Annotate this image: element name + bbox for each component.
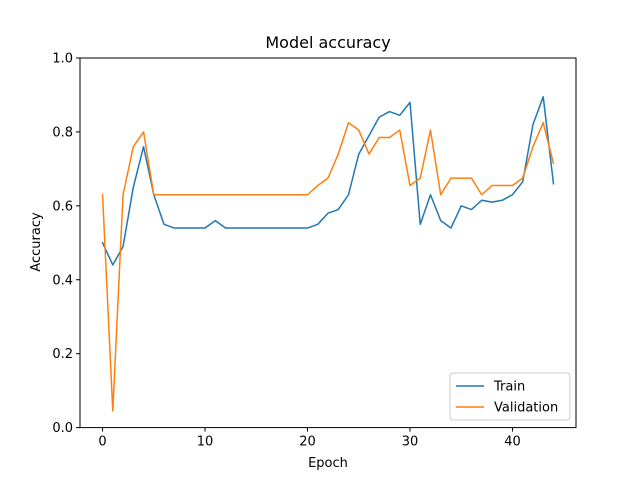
plot-frame	[79, 57, 577, 429]
series-line-validation	[101, 121, 555, 412]
x-tick-label: 20	[299, 435, 316, 450]
y-tick-label: 0.2	[52, 347, 73, 362]
x-tick-label: 0	[98, 435, 106, 450]
legend-label-train: Train	[493, 380, 525, 395]
legend-box	[449, 372, 571, 421]
y-tick-label: 0.0	[52, 421, 73, 436]
y-axis-label: Accuracy	[29, 212, 44, 272]
x-axis-label: Epoch	[308, 456, 348, 471]
y-tick-label: 0.4	[52, 273, 73, 288]
legend-label-validation: Validation	[494, 401, 558, 416]
y-tick-label: 0.6	[52, 199, 73, 214]
legend: Train Validation	[449, 372, 571, 421]
series-line-train	[101, 96, 555, 266]
chart-title: Model accuracy	[265, 33, 390, 52]
x-tick-label: 40	[504, 435, 521, 450]
x-tick-label: 10	[197, 435, 214, 450]
y-tick-label: 0.8	[52, 125, 73, 140]
series-lines	[101, 96, 555, 412]
y-tick-label: 1.0	[52, 52, 73, 67]
axis-ticks: 0 10 20 30 40 0.0 0.2 0.4 0.6 0.8 1.0	[52, 52, 520, 450]
x-tick-label: 30	[402, 435, 419, 450]
